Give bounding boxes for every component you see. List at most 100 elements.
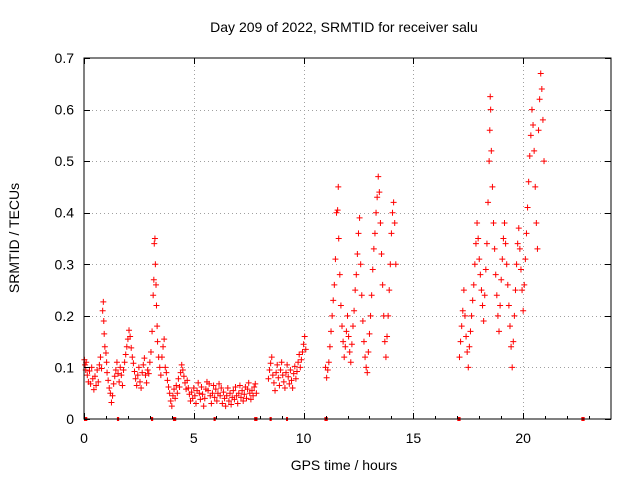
data-point [99,307,106,314]
data-point [132,375,139,382]
data-point [497,302,504,309]
data-point [196,390,203,397]
data-point [333,209,340,216]
data-point [532,183,539,190]
data-point [224,385,231,392]
data-point [84,372,91,379]
data-point [486,158,493,165]
data-point [168,403,175,410]
data-point [140,361,147,368]
data-point [162,364,169,371]
data-point [82,361,89,368]
data-point [379,281,386,288]
y-tick-label: 0.4 [55,205,75,221]
data-point [522,256,529,263]
data-point [156,364,163,371]
data-point [240,397,247,404]
data-point [466,343,473,350]
data-point [336,271,343,278]
data-point [489,183,496,190]
data-point [368,292,375,299]
y-axis-label: SRMTID / TECUs [6,183,22,293]
data-point [190,385,197,392]
data-point [184,377,191,384]
data-point [300,341,307,348]
data-point [329,312,336,319]
data-point [136,378,143,385]
data-point [225,397,232,404]
data-point [288,377,295,384]
data-point [295,359,302,366]
data-point [241,391,248,398]
data-point [533,220,540,227]
data-point [376,189,383,196]
data-point [213,397,220,404]
data-point [87,380,94,387]
data-point [499,256,506,263]
data-point [342,343,349,350]
data-point [112,367,119,374]
data-point [191,392,198,399]
data-point [459,307,466,314]
data-point [201,395,208,402]
data-point [269,372,276,379]
data-point [470,281,477,288]
data-point [389,209,396,216]
data-point [210,382,217,389]
data-point [490,220,497,227]
data-point [291,363,298,370]
data-point [508,343,515,350]
data-point [253,390,260,397]
data-point [141,355,148,362]
data-point [93,382,100,389]
data-point [530,122,537,129]
data-point [266,367,273,374]
data-point [109,392,116,399]
data-point [145,370,152,377]
data-point [138,385,145,392]
data-point [456,354,463,361]
data-point [330,297,337,304]
data-point [539,116,546,123]
data-point [371,230,378,237]
data-point [296,351,303,358]
data-point [121,359,128,366]
data-point [147,348,154,355]
data-point [524,204,531,211]
data-point [375,173,382,180]
data-point [188,389,195,396]
data-point [331,281,338,288]
data-point [506,323,513,330]
data-point [154,323,161,330]
data-point [353,271,360,278]
data-point [474,220,481,227]
data-point [351,307,358,314]
data-point [216,380,223,387]
data-point [373,209,380,216]
x-tick-label: 20 [515,430,531,446]
data-point [235,390,242,397]
data-point [153,281,160,288]
y-tick-label: 0.6 [55,102,75,118]
data-point [341,354,348,361]
data-point [133,382,140,389]
data-point [103,359,110,366]
data-point [100,318,107,325]
data-point [487,93,494,100]
data-point [369,266,376,273]
data-point [340,338,347,345]
data-point [98,365,105,372]
data-point [494,312,501,319]
data-point [165,384,172,391]
data-point [513,261,520,268]
data-point [163,369,170,376]
data-point [326,343,333,350]
data-point [362,354,369,361]
data-point [534,245,541,252]
data-point [388,230,395,237]
data-point [382,354,389,361]
data-point [339,323,346,330]
data-point [239,387,246,394]
data-point [212,386,219,393]
data-point [108,399,115,406]
